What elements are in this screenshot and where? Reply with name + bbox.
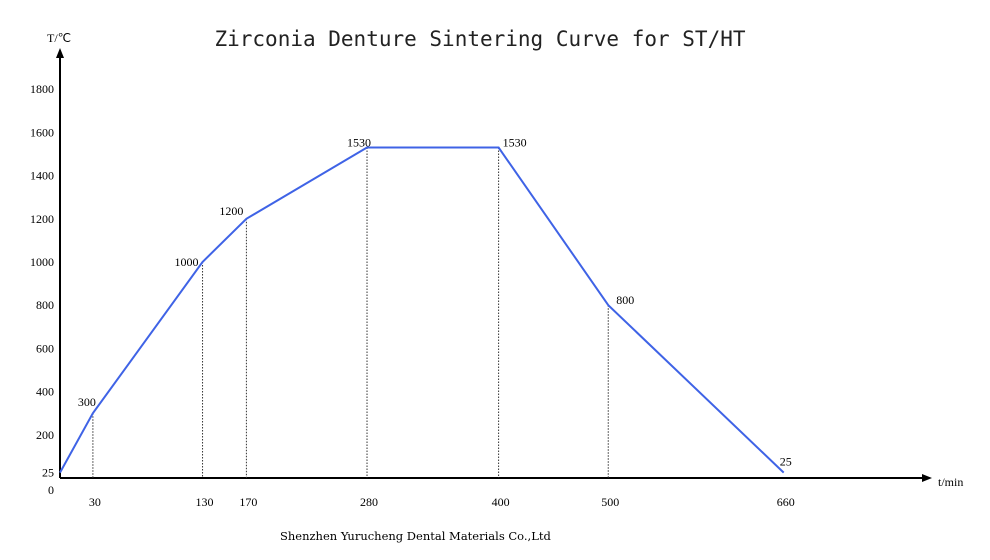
drop-lines bbox=[92, 147, 609, 478]
y-tick-label: 400 bbox=[36, 385, 54, 399]
x-tick-label: 660 bbox=[777, 495, 795, 509]
series-line bbox=[59, 146, 785, 474]
y-tick-label: 1000 bbox=[30, 255, 54, 269]
data-label: 300 bbox=[78, 395, 96, 409]
y-tick-label: 1600 bbox=[30, 125, 54, 139]
data-label: 800 bbox=[616, 293, 634, 307]
chart-title: Zirconia Denture Sintering Curve for ST/… bbox=[214, 27, 745, 51]
data-label: 25 bbox=[780, 455, 792, 469]
y-axis-arrow bbox=[56, 48, 64, 58]
x-tick-label: 30 bbox=[89, 495, 101, 509]
axes bbox=[56, 48, 932, 482]
y-tick-labels: 0 25 200 400 600 800 1000 1200 1400 1600 1800 bbox=[30, 82, 54, 497]
y-tick-label: 800 bbox=[36, 298, 54, 312]
y-tick-label: 600 bbox=[36, 341, 54, 355]
data-labels: 300 1000 1200 1530 1530 800 25 bbox=[78, 136, 792, 469]
data-label: 1530 bbox=[347, 136, 371, 150]
footer-company: Shenzhen Yurucheng Dental Materials Co.,… bbox=[280, 529, 551, 543]
series-group bbox=[59, 146, 785, 474]
x-tick-labels: 30 130 170 280 400 500 660 bbox=[89, 495, 795, 509]
y-tick-label: 1400 bbox=[30, 169, 54, 183]
y-tick-label: 1200 bbox=[30, 212, 54, 226]
data-label: 1200 bbox=[219, 204, 243, 218]
data-label: 1530 bbox=[503, 136, 527, 150]
y-tick-label: 200 bbox=[36, 428, 54, 442]
x-tick-label: 130 bbox=[196, 495, 214, 509]
y-tick-label: 0 bbox=[48, 483, 54, 497]
y-tick-label: 25 bbox=[42, 466, 54, 480]
x-tick-label: 400 bbox=[492, 495, 510, 509]
x-axis-label: t/min bbox=[938, 475, 963, 489]
y-tick-label: 1800 bbox=[30, 82, 54, 96]
x-tick-label: 170 bbox=[239, 495, 257, 509]
x-tick-label: 280 bbox=[360, 495, 378, 509]
y-axis-label: T/℃ bbox=[47, 31, 71, 45]
data-label: 1000 bbox=[175, 255, 199, 269]
x-tick-label: 500 bbox=[601, 495, 619, 509]
x-axis-arrow bbox=[922, 474, 932, 482]
